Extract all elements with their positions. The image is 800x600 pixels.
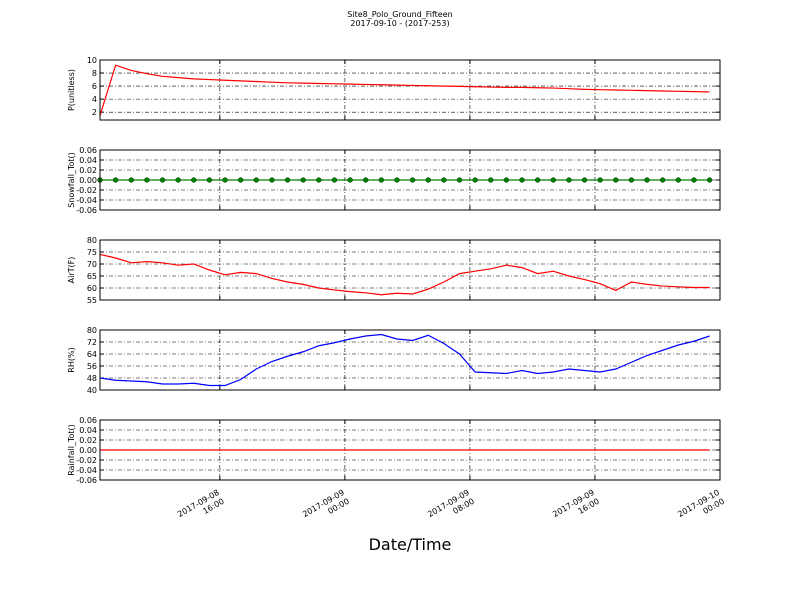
y-tick-label: 55 <box>87 296 97 305</box>
data-marker <box>331 177 338 183</box>
y-tick-label: -0.02 <box>76 456 97 465</box>
data-marker <box>409 177 416 183</box>
x-tick-label: 2017-09-1000:00 <box>676 488 726 528</box>
data-marker <box>660 177 666 183</box>
data-marker <box>581 177 588 183</box>
data-marker <box>534 177 541 183</box>
data-marker <box>566 177 572 183</box>
y-tick-label: 65 <box>87 272 97 281</box>
y-axis-label: AirT(F) <box>67 257 76 284</box>
y-tick-label: 0.06 <box>79 146 97 155</box>
y-axis-label: Snowfall_Tot() <box>67 152 76 208</box>
data-marker <box>128 177 134 183</box>
data-line <box>99 253 710 296</box>
y-tick-label: 4 <box>92 95 97 104</box>
data-marker <box>628 177 635 183</box>
data-marker <box>425 177 431 183</box>
y-tick-label: -0.06 <box>76 476 97 485</box>
data-marker <box>519 177 525 183</box>
y-tick-label: 0.00 <box>79 176 97 185</box>
chart-title: Site8_Polo_Ground_Fifteen <box>347 10 452 19</box>
data-marker <box>503 177 510 183</box>
data-marker <box>300 177 306 183</box>
data-marker <box>269 177 275 183</box>
chart-subtitle: 2017-09-10 - (2017-253) <box>350 19 449 28</box>
data-marker <box>253 177 259 183</box>
data-marker <box>112 177 119 183</box>
data-marker <box>706 177 713 183</box>
data-marker <box>191 177 197 183</box>
y-tick-label: 0.04 <box>79 426 97 435</box>
y-tick-label: 0.00 <box>79 446 97 455</box>
y-tick-label: 8 <box>92 69 97 78</box>
data-marker <box>316 177 322 183</box>
y-axis-label: P(unitless) <box>67 69 76 111</box>
y-tick-label: 60 <box>87 284 97 293</box>
y-tick-label: 80 <box>87 236 97 245</box>
data-marker <box>238 177 244 183</box>
data-marker <box>159 177 166 183</box>
x-axis-label: Date/Time <box>369 535 452 554</box>
x-tick-label: 2017-09-0908:00 <box>426 488 476 528</box>
data-marker <box>597 177 603 183</box>
y-tick-label: 2 <box>92 108 97 117</box>
y-tick-label: -0.04 <box>76 466 97 475</box>
data-marker <box>675 177 681 183</box>
y-tick-label: -0.06 <box>76 206 97 215</box>
y-tick-label: -0.02 <box>76 186 97 195</box>
y-axis-label: RH(%) <box>67 347 76 372</box>
data-marker <box>175 177 181 183</box>
data-marker <box>347 177 353 183</box>
x-tick-label: 2017-09-0900:00 <box>301 488 351 528</box>
y-tick-label: 48 <box>87 374 97 383</box>
y-tick-label: 75 <box>87 248 97 257</box>
y-tick-label: 0.06 <box>79 416 97 425</box>
data-marker <box>644 177 650 183</box>
data-marker <box>394 177 400 183</box>
y-tick-label: 40 <box>87 386 97 395</box>
y-tick-label: 80 <box>87 326 97 335</box>
y-tick-label: 6 <box>92 82 97 91</box>
y-tick-label: 10 <box>87 56 97 65</box>
data-marker <box>472 177 478 183</box>
plot-frame <box>99 59 721 121</box>
y-axis-label: Rainfall_Tot() <box>67 424 76 476</box>
data-marker <box>691 177 697 183</box>
data-marker <box>284 177 291 183</box>
data-marker <box>378 177 384 183</box>
data-marker <box>144 177 150 183</box>
plot-frame <box>99 329 721 391</box>
data-marker <box>613 177 619 183</box>
y-tick-label: 64 <box>87 350 97 359</box>
y-tick-label: -0.04 <box>76 196 97 205</box>
data-marker <box>488 177 494 183</box>
y-tick-label: 70 <box>87 260 97 269</box>
data-line <box>99 333 710 387</box>
plot-frame <box>99 419 721 481</box>
data-marker <box>206 177 213 183</box>
data-marker <box>456 177 463 183</box>
data-marker <box>550 177 556 183</box>
x-tick-label: 2017-09-0916:00 <box>551 488 601 528</box>
x-tick-label: 2017-09-0816:00 <box>176 488 226 528</box>
y-tick-label: 72 <box>87 338 97 347</box>
data-marker <box>363 177 369 183</box>
data-marker <box>222 177 228 183</box>
y-tick-label: 56 <box>87 362 97 371</box>
plot-frame <box>99 239 721 301</box>
data-line <box>99 64 710 116</box>
y-tick-label: 0.04 <box>79 156 97 165</box>
plot-frame <box>99 149 721 211</box>
data-marker <box>441 177 447 183</box>
y-tick-label: 0.02 <box>79 166 97 175</box>
y-tick-label: 0.02 <box>79 436 97 445</box>
